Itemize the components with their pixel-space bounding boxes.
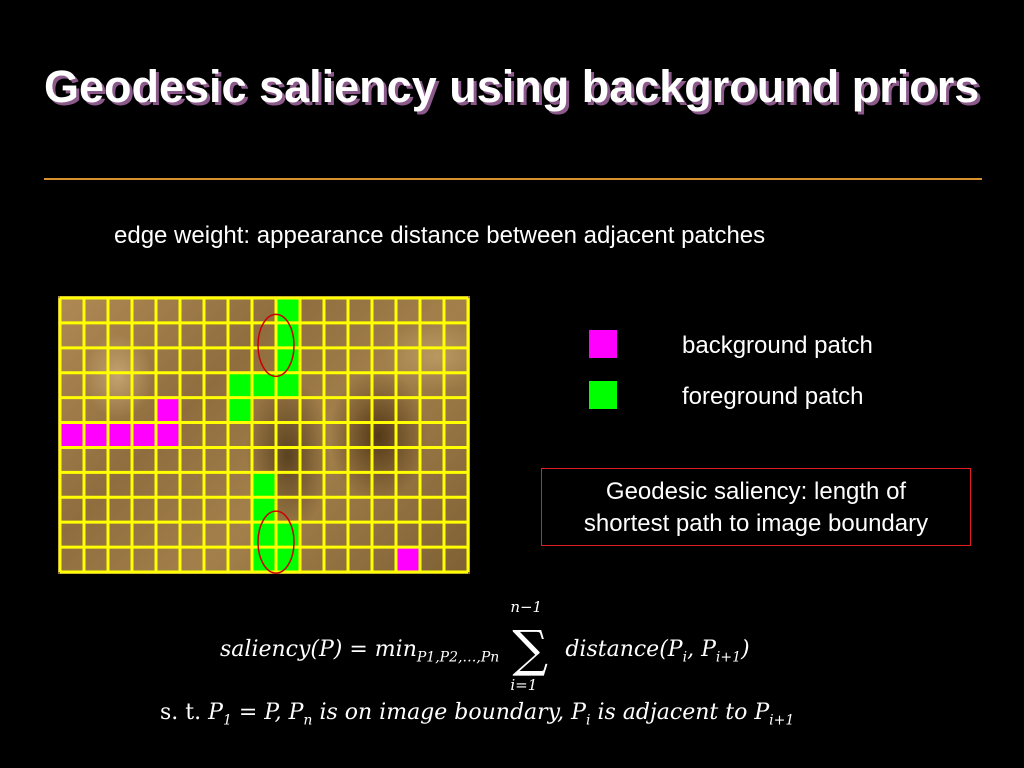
constraint-adj: is adjacent to P (590, 700, 770, 725)
foreground-patch-cell (252, 547, 276, 572)
foreground-patch-cell (228, 397, 252, 423)
formula-lhs: saliency(P) = min (220, 637, 417, 662)
foreground-patch-cell (276, 547, 300, 572)
constraint-formula: s. t. P1 = P, Pn is on image boundary, P… (160, 700, 794, 728)
constraint-sub-i: i (585, 712, 591, 729)
background-patch-swatch (589, 330, 617, 358)
formula-rhs-prefix: distance(P (565, 637, 683, 662)
sigma-symbol: ∑ (512, 620, 549, 678)
foreground-patch-cell (252, 472, 276, 498)
background-patch-cell (396, 547, 420, 572)
highlight-circle (257, 510, 295, 574)
formula-rhs-middle: , P (687, 637, 716, 662)
formula-min-subscript: P1,P2,…,Pn (416, 649, 500, 666)
saliency-formula: saliency(P) = minP1,P2,…,Pn n−1 ∑ i=1 di… (220, 598, 750, 694)
patch-grid-overlay (58, 296, 470, 574)
background-patch-label: background patch (682, 332, 873, 359)
constraint-prefix: s. t. (160, 700, 202, 725)
foreground-patch-cell (276, 372, 300, 398)
background-patch-cell (156, 422, 180, 448)
constraint-mid: is on image boundary, P (312, 700, 586, 725)
background-patch-cell (156, 397, 180, 423)
definition-line-1: Geodesic saliency: length of (605, 478, 907, 505)
sum-lower-limit: i=1 (510, 676, 538, 694)
constraint-eq: = P, P (231, 700, 304, 725)
constraint-sub-n: n (303, 712, 313, 729)
foreground-patch-swatch (589, 381, 617, 409)
background-patch-cell (84, 422, 108, 448)
summation: n−1 ∑ i=1 (510, 598, 552, 694)
definition-line-2: shortest path to image boundary (583, 510, 929, 537)
formula-rhs-sub-i1: i+1 (715, 649, 741, 666)
formula-rhs-sub-i: i (682, 649, 688, 666)
background-patch-cell (60, 422, 84, 448)
background-patch-cell (108, 422, 132, 448)
formula-rhs-suffix: ) (741, 637, 750, 662)
patch-grid-image (58, 296, 470, 574)
title-divider (44, 178, 982, 180)
foreground-patch-cell (276, 298, 300, 323)
foreground-patch-cell (252, 522, 276, 548)
sum-upper-limit: n−1 (510, 598, 543, 616)
foreground-patch-cell (276, 522, 300, 548)
foreground-patch-cell (276, 322, 300, 348)
highlight-circle (257, 313, 295, 378)
foreground-patch-cell (252, 372, 276, 398)
constraint-sub-i1: i+1 (769, 712, 795, 729)
definition-box: Geodesic saliency: length of shortest pa… (541, 468, 971, 546)
constraint-p: P (208, 700, 223, 725)
foreground-patch-cell (228, 372, 252, 398)
foreground-patch-label: foreground patch (682, 383, 864, 410)
edge-weight-caption: edge weight: appearance distance between… (114, 222, 766, 249)
slide-title: Geodesic saliency using background prior… (44, 61, 980, 112)
background-patch-cell (132, 422, 156, 448)
constraint-sub-1: 1 (222, 712, 232, 729)
